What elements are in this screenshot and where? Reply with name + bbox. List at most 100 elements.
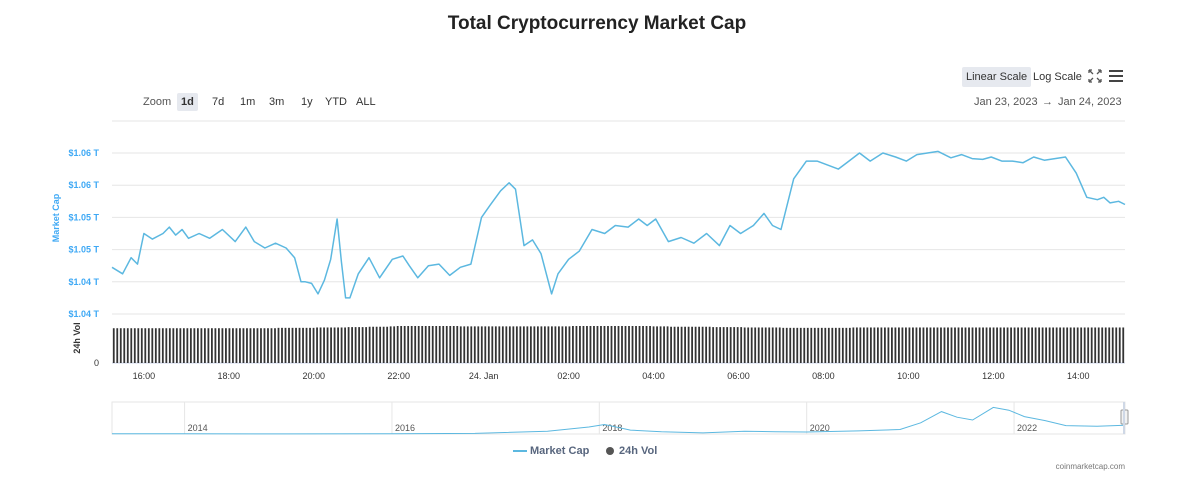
volume-bar xyxy=(466,326,469,363)
volume-bar xyxy=(603,326,606,363)
volume-bar xyxy=(1017,327,1019,363)
volume-bar xyxy=(130,328,133,363)
volume-bar xyxy=(1122,327,1125,363)
volume-bar xyxy=(389,326,392,363)
volume-bar xyxy=(719,327,722,363)
volume-bar xyxy=(1104,327,1107,363)
volume-bar xyxy=(852,327,855,363)
volume-bar xyxy=(200,328,203,363)
volume-bar xyxy=(687,326,690,363)
volume-bar xyxy=(579,326,581,363)
volume-bar xyxy=(302,327,304,363)
volume-bar xyxy=(778,327,781,363)
volume-bar xyxy=(477,326,480,363)
volume-bar xyxy=(154,328,157,363)
volume-bar xyxy=(841,327,844,363)
volume-bar xyxy=(596,326,599,363)
volume-bar xyxy=(140,328,143,363)
volume-bar xyxy=(372,326,375,363)
hamburger-menu-icon[interactable] xyxy=(1107,67,1125,85)
volume-bar xyxy=(365,327,368,363)
volume-bar xyxy=(393,326,396,363)
volume-bar xyxy=(123,328,126,363)
volume-bar xyxy=(873,327,876,363)
volume-bar xyxy=(845,327,848,363)
legend-market-cap[interactable]: Market Cap xyxy=(513,445,589,457)
zoom-button-7d[interactable]: 7d xyxy=(212,96,225,108)
zoom-button-3m[interactable]: 3m xyxy=(269,96,285,108)
volume-bar xyxy=(1090,327,1093,363)
volume-bar xyxy=(1097,327,1100,363)
volume-bar xyxy=(729,327,732,363)
volume-bar xyxy=(957,327,960,363)
x-tick-label: 14:00 xyxy=(1067,371,1090,381)
volume-bar xyxy=(568,326,571,363)
volume-bar xyxy=(470,326,473,363)
x-tick-label: 18:00 xyxy=(218,371,241,381)
fullscreen-icon[interactable] xyxy=(1086,67,1104,85)
volume-bar xyxy=(312,327,315,363)
volume-bar xyxy=(761,327,764,363)
volume-bar xyxy=(684,326,686,363)
volume-bar xyxy=(628,326,630,363)
volume-bar xyxy=(838,327,841,363)
zoom-button-all[interactable]: ALL xyxy=(356,96,376,108)
volume-bar xyxy=(480,326,483,363)
volume-bar xyxy=(172,328,175,363)
x-tick-label: 04:00 xyxy=(642,371,665,381)
volume-bar xyxy=(386,326,389,363)
volume-bar xyxy=(1073,327,1076,363)
volume-bar xyxy=(400,326,403,363)
date-range-to[interactable]: Jan 24, 2023 xyxy=(1058,96,1122,108)
volume-bar xyxy=(572,326,574,363)
linear-scale-button[interactable]: Linear Scale xyxy=(962,67,1032,87)
log-scale-button[interactable]: Log Scale xyxy=(1033,71,1082,83)
volume-bar xyxy=(225,328,227,363)
date-range-arrow: → xyxy=(1042,96,1053,108)
volume-bar xyxy=(221,328,224,363)
volume-bar xyxy=(375,326,378,363)
volume-bar xyxy=(463,326,466,363)
volume-bar xyxy=(827,327,830,363)
legend-dot-icon xyxy=(606,447,614,456)
volume-bar xyxy=(989,327,991,363)
volume-bar xyxy=(168,328,171,363)
x-tick-label: 10:00 xyxy=(897,371,920,381)
volume-bar xyxy=(291,327,294,363)
volume-bar xyxy=(1115,327,1118,363)
volume-bar xyxy=(869,327,872,363)
volume-bar xyxy=(158,328,161,363)
navigator-year-label: 2020 xyxy=(810,423,830,433)
volume-bar xyxy=(933,327,935,363)
volume-bar xyxy=(855,327,858,363)
volume-bar xyxy=(621,326,623,363)
zoom-button-1m[interactable]: 1m xyxy=(240,96,256,108)
volume-bar xyxy=(445,326,448,363)
volume-bar xyxy=(663,326,665,363)
volume-bar xyxy=(253,328,255,363)
zoom-button-1y[interactable]: 1y xyxy=(301,96,313,108)
y-tick-label: $1.06 T xyxy=(68,180,99,190)
volume-bar xyxy=(922,327,925,363)
volume-bar xyxy=(561,326,564,363)
volume-bar xyxy=(950,327,953,363)
zoom-button-ytd[interactable]: YTD xyxy=(325,96,347,108)
volume-bar xyxy=(295,327,297,363)
volume-bar xyxy=(214,328,217,363)
volume-bar xyxy=(547,326,550,363)
volume-bar xyxy=(382,326,385,363)
volume-bar xyxy=(705,326,708,363)
volume-bar xyxy=(1083,327,1086,363)
legend-volume[interactable]: 24h Vol xyxy=(606,445,657,457)
volume-bar xyxy=(277,327,280,363)
volume-bar xyxy=(740,327,743,363)
legend-line-icon xyxy=(513,450,527,453)
date-range-from[interactable]: Jan 23, 2023 xyxy=(974,96,1038,108)
volume-bar xyxy=(912,327,914,363)
volume-bar xyxy=(929,327,932,363)
volume-bar xyxy=(228,328,231,363)
volume-bar xyxy=(789,327,792,363)
volume-bar xyxy=(508,326,511,363)
zoom-button-1d[interactable]: 1d xyxy=(177,93,198,111)
volume-bar xyxy=(817,327,820,363)
